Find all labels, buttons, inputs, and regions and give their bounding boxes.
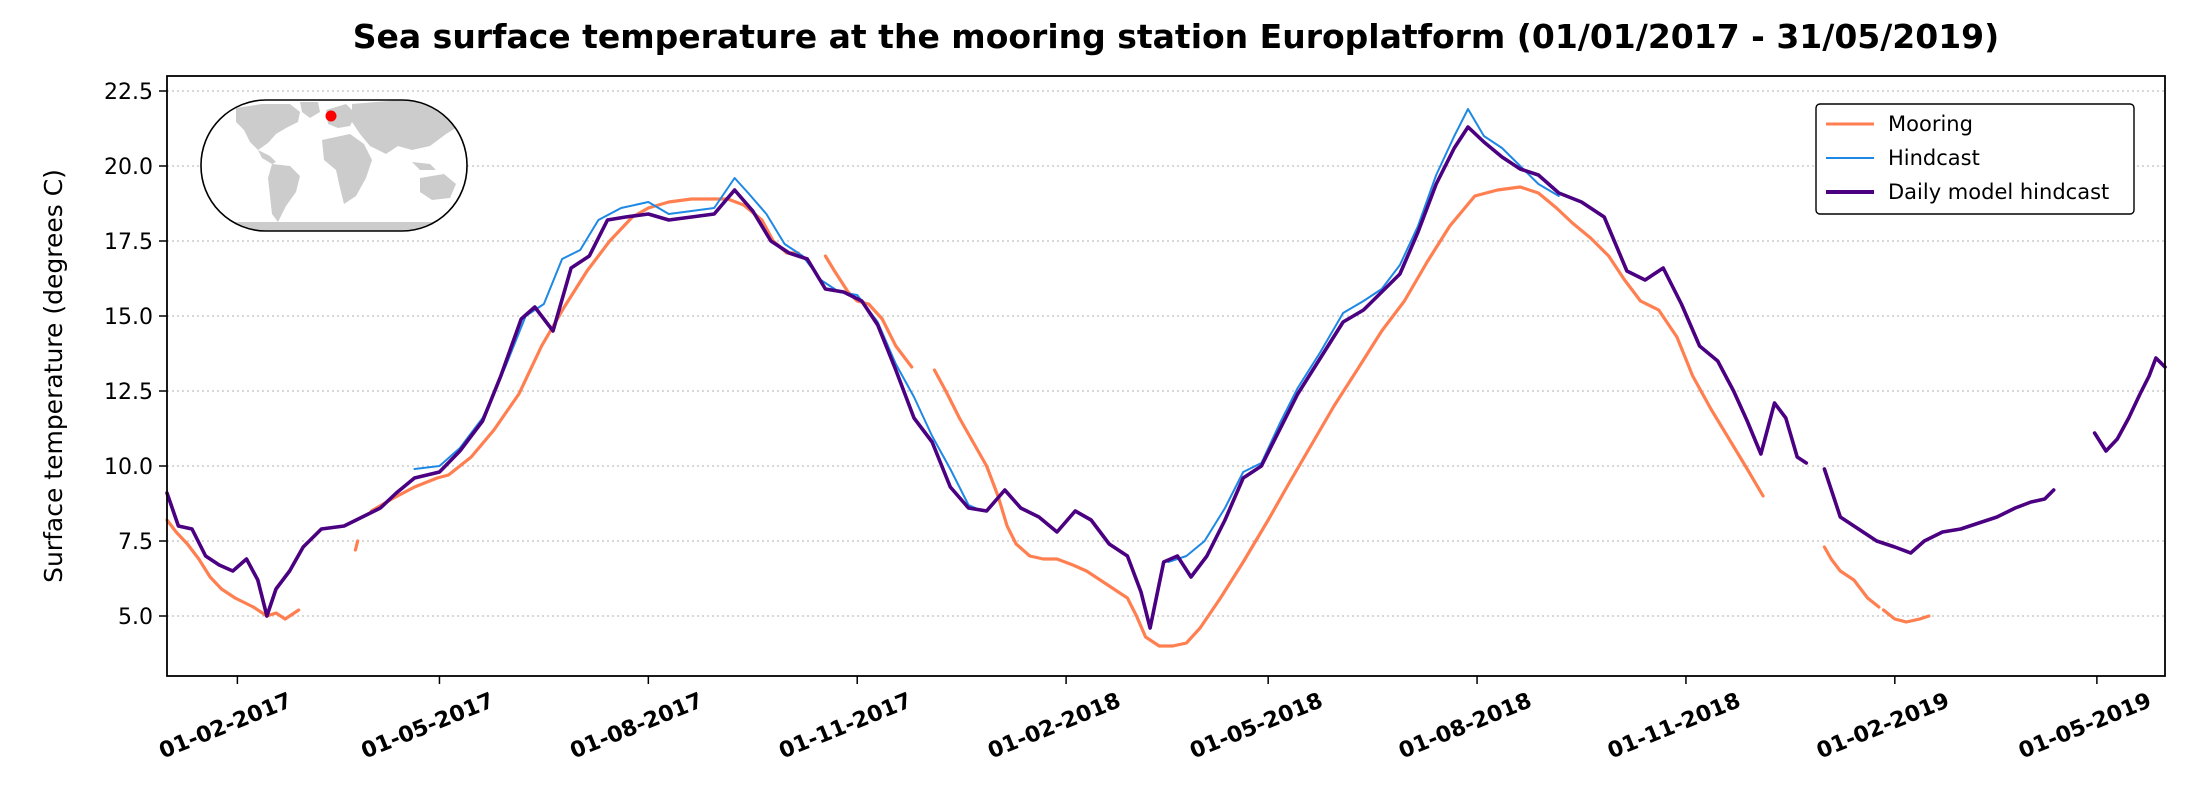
x-tick-label: 01-02-2019 — [1813, 688, 1953, 764]
europe-landmass — [326, 104, 356, 128]
asia-landmass — [352, 100, 462, 154]
x-axis-ticks: 01-02-2017 01-05-2017 01-08-2017 01-11-2017… — [156, 676, 2155, 764]
y-tick-label: 7.5 — [118, 530, 153, 555]
hindcast-series-line — [413, 177, 984, 512]
plot-area-frame — [166, 75, 2166, 677]
legend-daily-model-label: Daily model hindcast — [1888, 180, 2109, 204]
mooring-series-line — [932, 185, 1765, 648]
x-tick-label: 01-05-2019 — [2015, 688, 2155, 764]
antarctica-landmass — [210, 222, 460, 231]
legend: Mooring Hindcast Daily model hindcast — [1815, 103, 2135, 215]
y-tick-label: 5.0 — [118, 605, 153, 630]
inset-world-map — [200, 99, 468, 232]
legend-mooring-label: Mooring — [1888, 112, 1973, 136]
x-tick-label: 01-08-2017 — [567, 688, 707, 764]
legend-box — [1815, 103, 2135, 215]
x-tick-label: 01-05-2017 — [358, 688, 498, 764]
y-axis-label: Surface temperature (degrees C) — [39, 169, 68, 583]
x-tick-label: 01-05-2018 — [1187, 688, 1327, 764]
hindcast-series-line — [1167, 108, 1560, 563]
africa-landmass — [322, 134, 372, 204]
australia-landmass — [420, 174, 456, 200]
y-tick-label: 10.0 — [104, 455, 153, 480]
chart-title: Sea surface temperature at the mooring s… — [353, 17, 1999, 56]
europlatform-location-marker — [325, 110, 337, 122]
y-tick-label: 22.5 — [104, 80, 153, 105]
y-axis-ticks: 5.0 7.5 10.0 12.5 15.0 17.5 20.0 22.5 — [104, 80, 167, 630]
south-america-landmass — [268, 164, 300, 222]
indonesia-landmass — [412, 162, 436, 170]
mooring-series-line — [369, 197, 800, 513]
x-tick-label: 01-02-2018 — [984, 688, 1124, 764]
mooring-series-line — [1881, 608, 1931, 624]
mooring-series-line — [353, 539, 360, 552]
mooring-series-line — [1822, 545, 1881, 609]
daily-model-hindcast-series-line — [2092, 356, 2167, 453]
x-tick-label: 01-02-2017 — [156, 688, 296, 764]
north-america-landmass — [236, 104, 300, 150]
y-tick-label: 15.0 — [104, 305, 153, 330]
y-tick-label: 20.0 — [104, 155, 153, 180]
daily-model-hindcast-series-line — [1822, 467, 2056, 555]
x-tick-label: 01-11-2017 — [776, 688, 916, 764]
x-tick-label: 01-11-2018 — [1604, 688, 1744, 764]
mooring-series-line — [165, 518, 301, 621]
legend-hindcast-label: Hindcast — [1888, 146, 1980, 170]
y-tick-label: 17.5 — [104, 230, 153, 255]
series-layer — [165, 108, 2167, 648]
greenland-landmass — [300, 102, 320, 118]
inset-map-border — [200, 99, 468, 232]
daily-model-hindcast-series-line — [165, 125, 1809, 630]
central-america-landmass — [258, 150, 276, 164]
y-tick-label: 12.5 — [104, 380, 153, 405]
x-tick-label: 01-08-2018 — [1395, 688, 1535, 764]
